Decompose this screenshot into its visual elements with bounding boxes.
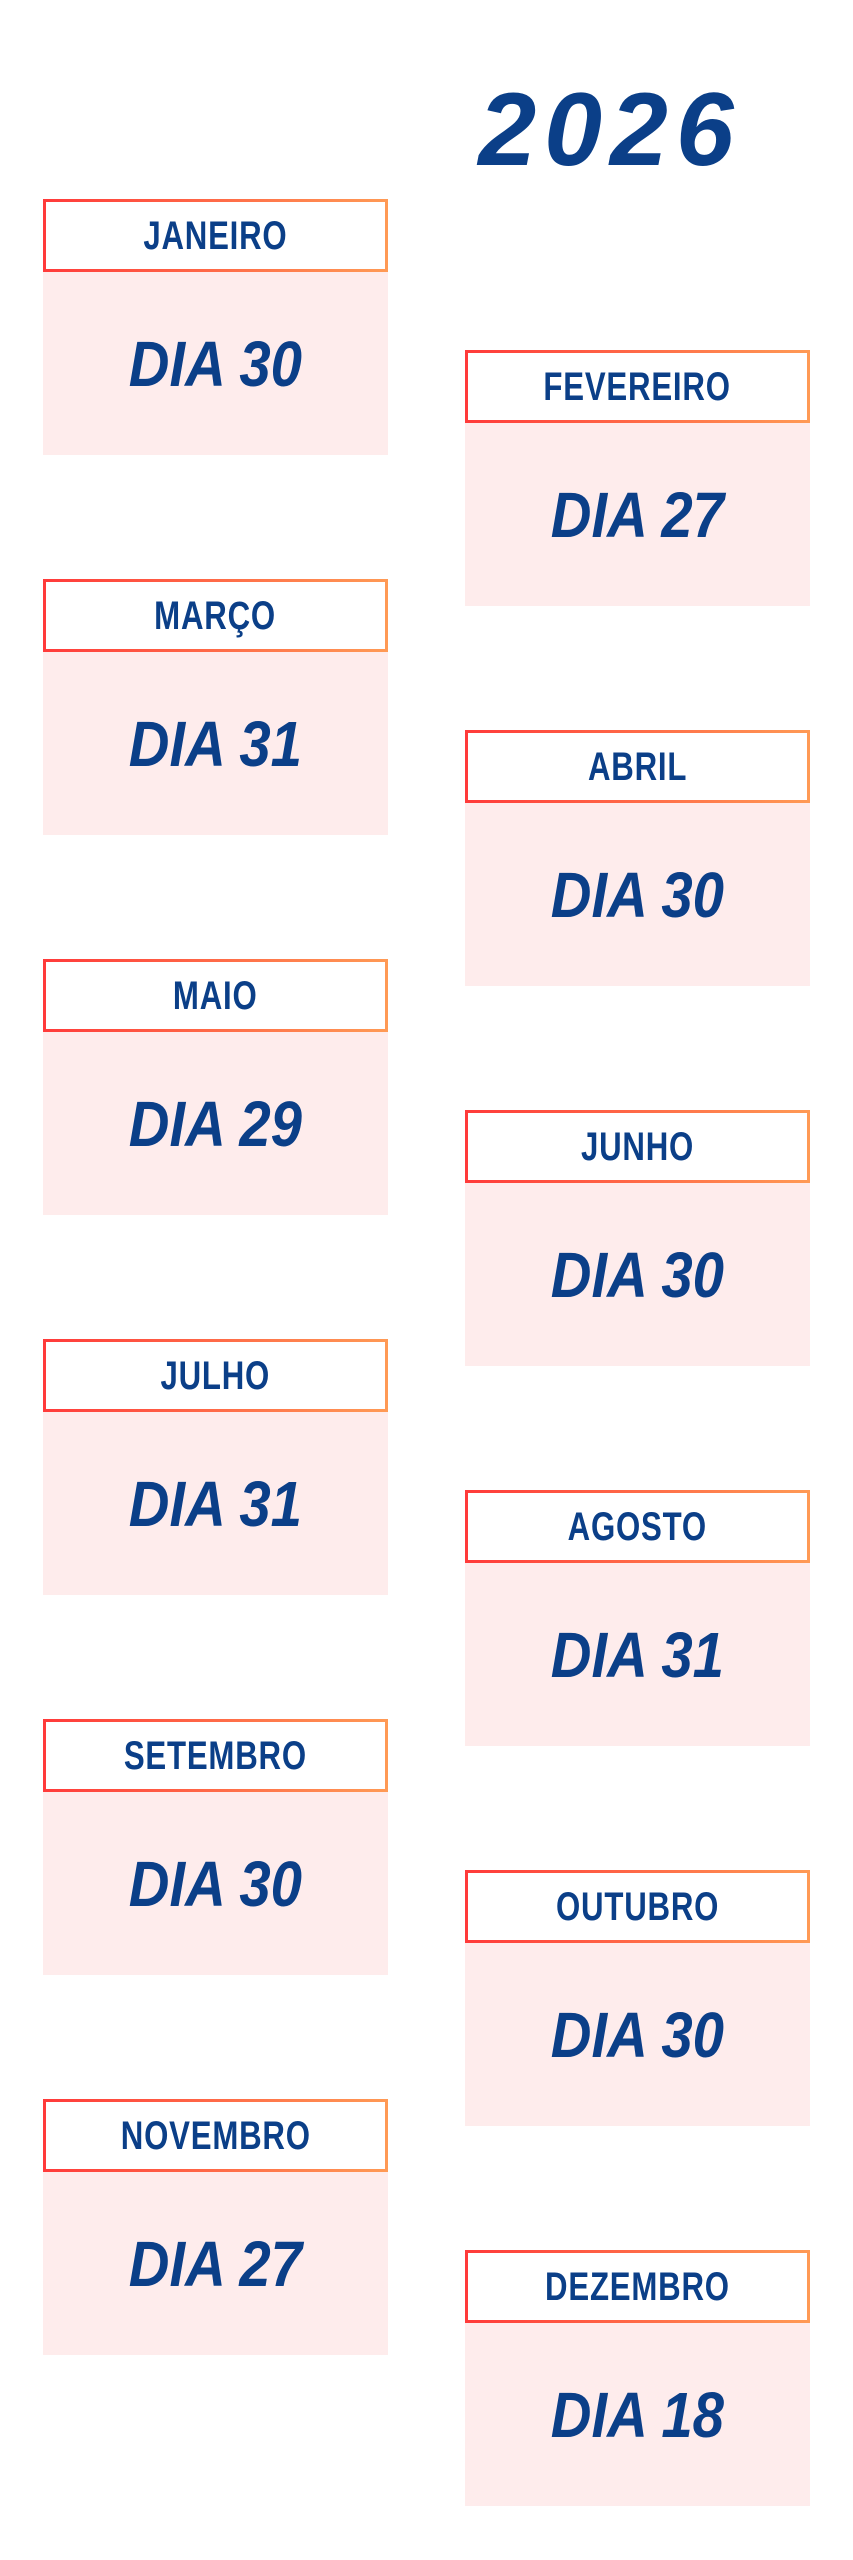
day-label: DIA 31 bbox=[128, 1467, 303, 1540]
month-name: MAIO bbox=[173, 973, 258, 1018]
month-header: MAIO bbox=[43, 959, 388, 1032]
month-card: MARÇO DIA 31 bbox=[43, 579, 388, 835]
day-box: DIA 27 bbox=[43, 2172, 388, 2355]
month-header: AGOSTO bbox=[465, 1490, 810, 1563]
day-label: DIA 31 bbox=[128, 707, 303, 780]
month-header: JULHO bbox=[43, 1339, 388, 1412]
month-name: MARÇO bbox=[154, 593, 277, 638]
month-name: NOVEMBRO bbox=[120, 2113, 311, 2158]
day-label: DIA 27 bbox=[550, 478, 725, 551]
month-name: ABRIL bbox=[587, 744, 688, 789]
day-box: DIA 30 bbox=[465, 803, 810, 986]
month-card: DEZEMBRO DIA 18 bbox=[465, 2250, 810, 2506]
month-card: OUTUBRO DIA 30 bbox=[465, 1870, 810, 2126]
day-label: DIA 29 bbox=[128, 1087, 303, 1160]
day-box: DIA 29 bbox=[43, 1032, 388, 1215]
month-card: AGOSTO DIA 31 bbox=[465, 1490, 810, 1746]
month-name: SETEMBRO bbox=[123, 1733, 308, 1778]
month-card: JUNHO DIA 30 bbox=[465, 1110, 810, 1366]
day-box: DIA 31 bbox=[465, 1563, 810, 1746]
month-header: JUNHO bbox=[465, 1110, 810, 1183]
day-box: DIA 30 bbox=[465, 1943, 810, 2126]
day-box: DIA 31 bbox=[43, 1412, 388, 1595]
month-name: OUTUBRO bbox=[555, 1884, 720, 1929]
month-card: FEVEREIRO DIA 27 bbox=[465, 350, 810, 606]
month-header: JANEIRO bbox=[43, 199, 388, 272]
month-name: JULHO bbox=[160, 1353, 271, 1398]
month-name: DEZEMBRO bbox=[545, 2264, 730, 2309]
month-name: AGOSTO bbox=[567, 1504, 708, 1549]
day-label: DIA 27 bbox=[128, 2227, 303, 2300]
month-card: MAIO DIA 29 bbox=[43, 959, 388, 1215]
day-label: DIA 31 bbox=[550, 1618, 725, 1691]
month-header: SETEMBRO bbox=[43, 1719, 388, 1792]
day-box: DIA 27 bbox=[465, 423, 810, 606]
day-label: DIA 30 bbox=[128, 1847, 303, 1920]
month-header: FEVEREIRO bbox=[465, 350, 810, 423]
day-label: DIA 30 bbox=[550, 1998, 725, 2071]
month-header: NOVEMBRO bbox=[43, 2099, 388, 2172]
month-card: NOVEMBRO DIA 27 bbox=[43, 2099, 388, 2355]
month-card: SETEMBRO DIA 30 bbox=[43, 1719, 388, 1975]
month-name: JUNHO bbox=[580, 1124, 695, 1169]
day-box: DIA 31 bbox=[43, 652, 388, 835]
day-label: DIA 18 bbox=[550, 2378, 725, 2451]
month-header: DEZEMBRO bbox=[465, 2250, 810, 2323]
month-name: FEVEREIRO bbox=[543, 364, 732, 409]
day-box: DIA 30 bbox=[43, 272, 388, 455]
month-header: OUTUBRO bbox=[465, 1870, 810, 1943]
month-header: ABRIL bbox=[465, 730, 810, 803]
month-header: MARÇO bbox=[43, 579, 388, 652]
month-name: JANEIRO bbox=[143, 213, 288, 258]
day-box: DIA 30 bbox=[43, 1792, 388, 1975]
day-label: DIA 30 bbox=[128, 327, 303, 400]
month-card: JANEIRO DIA 30 bbox=[43, 199, 388, 455]
day-box: DIA 30 bbox=[465, 1183, 810, 1366]
month-card: JULHO DIA 31 bbox=[43, 1339, 388, 1595]
day-label: DIA 30 bbox=[550, 1238, 725, 1311]
day-label: DIA 30 bbox=[550, 858, 725, 931]
year-title: 2026 bbox=[478, 72, 742, 188]
month-card: ABRIL DIA 30 bbox=[465, 730, 810, 986]
day-box: DIA 18 bbox=[465, 2323, 810, 2506]
